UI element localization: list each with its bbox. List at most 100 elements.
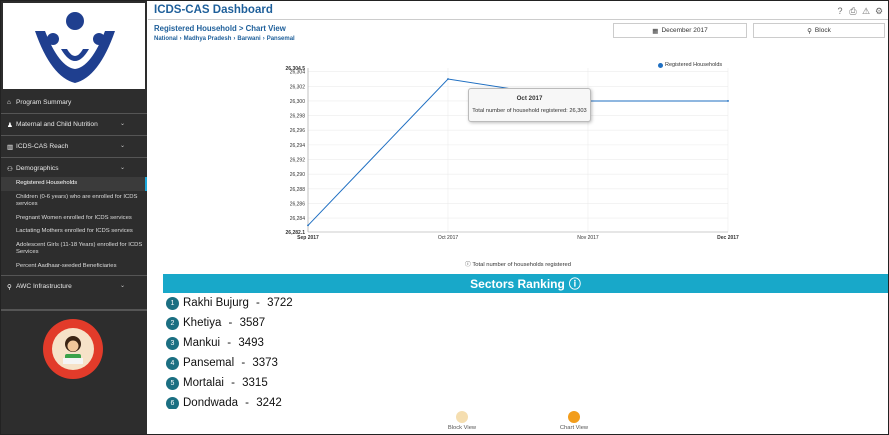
chart-caption-text: Total number of households registered <box>472 262 571 268</box>
chart-view-label: Chart View <box>559 425 589 431</box>
chart-view-toggle[interactable]: Chart View <box>544 411 604 431</box>
rank-separator: - <box>241 397 253 409</box>
y-tick-label: 26,288 <box>290 187 306 193</box>
data-point <box>447 78 449 80</box>
chevron-right-icon: › <box>233 36 236 42</box>
data-point <box>307 224 309 227</box>
sidebar-item-label: Program Summary <box>16 99 72 106</box>
sector-value: 3722 <box>267 297 293 309</box>
ranking-list[interactable]: 1 Rakhi Bujurg - 3722 2 Khetiya - 3587 3… <box>163 293 888 409</box>
page-title: Registered Household > Chart View <box>154 24 286 33</box>
sector-name: Pansemal <box>183 357 235 369</box>
y-tick-label: 26,282.1 <box>286 230 306 236</box>
list-item: 6 Dondwada - 3242 <box>163 393 888 409</box>
sector-name: Dondwada <box>183 397 238 409</box>
divider <box>1 113 147 114</box>
line-chart: 26,304.5 26,304 26,302 26,300 26,298 26,296 26… <box>148 56 888 271</box>
chevron-down-icon: ⌄ <box>119 283 125 289</box>
rank-separator: - <box>238 357 249 369</box>
sidebar-subitem-aadhaar-seeded[interactable]: Percent Aadhaar-seeded Beneficiaries <box>16 262 117 269</box>
sector-value: 3242 <box>256 397 282 409</box>
y-tick-label: 26,298 <box>290 114 306 120</box>
sidebar-subitem-lactating-mothers[interactable]: Lactating Mothers enrolled for ICDS serv… <box>16 228 133 234</box>
chart-caption: ⓘ Total number of households registered <box>148 259 888 268</box>
chart-view-dot <box>568 411 580 423</box>
divider <box>1 275 147 276</box>
location-filter-button[interactable]: ⚲ Block <box>753 23 885 38</box>
breadcrumb-national[interactable]: National <box>154 36 178 42</box>
sector-name: Mortalai <box>183 377 224 389</box>
info-icon: ⓘ <box>465 262 471 268</box>
sector-name: Rakhi Bujurg <box>183 297 249 309</box>
sector-name: Mankui <box>183 337 221 349</box>
sidebar-subitem-pregnant-women[interactable]: Pregnant Women enrolled for ICDS service… <box>16 214 132 221</box>
month-filter-label: December 2017 <box>661 27 708 34</box>
list-item: 4 Pansemal - 3373 <box>163 353 888 373</box>
rank-badge: 6 <box>166 396 179 409</box>
sidebar-item-demographics[interactable]: ⚇ Demographics ⌄ <box>1 160 147 177</box>
sector-value: 3587 <box>239 317 266 329</box>
sidebar-item-label: Demographics <box>16 165 59 172</box>
breadcrumb-district[interactable]: Barwani <box>237 36 261 42</box>
users-icon: ⚇ <box>7 165 13 173</box>
sidebar-item-maternal-child-nutrition[interactable]: ♟ Maternal and Child Nutrition ⌄ <box>1 116 147 133</box>
ranking-header: Sectors Ranking ⓘ <box>163 274 888 293</box>
list-item: 2 Khetiya - 3587 <box>163 313 888 333</box>
sidebar-item-label: Maternal and Child Nutrition <box>16 121 98 128</box>
x-tick-label: Dec 2017 <box>717 235 739 241</box>
divider <box>1 135 147 136</box>
sidebar-subitem-registered-households[interactable]: Registered Households <box>1 177 147 191</box>
home-icon: ⌂ <box>7 99 11 106</box>
tooltip-title: Oct 2017 <box>516 95 543 102</box>
y-tick-label: 26,296 <box>290 128 306 134</box>
sector-value: 3493 <box>238 337 264 349</box>
y-tick-label: 26,304.5 <box>286 66 306 72</box>
toolbar: ? ⎙ ⚠ ⚙ <box>835 6 884 16</box>
block-view-dot <box>456 411 468 423</box>
divider <box>148 19 888 20</box>
page-title-view: Chart View <box>245 24 286 33</box>
help-icon[interactable]: ? <box>837 6 843 16</box>
list-item: 5 Mortalai - 3315 <box>163 373 888 393</box>
y-tick-label: 26,290 <box>290 172 306 178</box>
map-marker-icon: ⚲ <box>807 27 812 35</box>
data-point <box>727 100 729 102</box>
x-tick-label: Sep 2017 <box>297 235 319 241</box>
sidebar-item-label: ICDS-CAS Reach <box>16 143 69 150</box>
legend-swatch <box>658 62 663 68</box>
sidebar: ⌂ Program Summary ♟ Maternal and Child N… <box>1 1 147 434</box>
rank-separator: - <box>225 317 236 329</box>
sidebar-subitem-adolescent-girls[interactable]: Adolescent Girls (11-18 Years) enrolled … <box>16 241 143 256</box>
list-item: 3 Mankui - 3493 <box>163 333 888 353</box>
block-view-toggle[interactable]: Block View <box>432 411 492 431</box>
warning-icon[interactable]: ⚠ <box>861 6 871 16</box>
main-content: ICDS-CAS Dashboard ? ⎙ ⚠ ⚙ Registered Ho… <box>148 1 888 434</box>
breadcrumb-block[interactable]: Pansemal <box>266 36 295 42</box>
sidebar-subitem-children[interactable]: Children (0-6 years) who are enrolled fo… <box>16 193 138 208</box>
chart-legend[interactable]: Registered Households <box>658 62 722 68</box>
y-tick-label: 26,292 <box>290 158 306 164</box>
anganwadi-logo <box>1 309 147 434</box>
info-icon[interactable]: ⓘ <box>568 277 581 291</box>
y-tick-label: 26,300 <box>290 99 306 105</box>
chart-canvas: 26,304.526,304 26,302 26,300 26,298 26,296 26… <box>286 66 740 241</box>
print-icon[interactable]: ⎙ <box>849 6 857 16</box>
tooltip-text: Total number of household registered: 26… <box>472 108 587 114</box>
block-view-label: Block View <box>447 425 477 431</box>
list-item: 1 Rakhi Bujurg - 3722 <box>163 293 888 313</box>
page-title-separator: > <box>238 24 244 33</box>
sidebar-nav: ⌂ Program Summary ♟ Maternal and Child N… <box>1 94 147 295</box>
sector-name: Khetiya <box>183 317 222 329</box>
bar-chart-icon: ▥ <box>7 143 14 151</box>
sidebar-item-program-summary[interactable]: ⌂ Program Summary <box>1 94 147 111</box>
rank-badge: 5 <box>166 376 179 390</box>
breadcrumb: National › Madhya Pradesh › Barwani › Pa… <box>154 36 295 42</box>
sidebar-item-icds-cas-reach[interactable]: ▥ ICDS-CAS Reach ⌄ <box>1 138 147 155</box>
month-filter-button[interactable]: ▦ December 2017 <box>613 23 747 38</box>
ranking-title: Sectors Ranking <box>470 276 565 291</box>
sidebar-item-awc-infrastructure[interactable]: ⚲ AWC Infrastructure ⌄ <box>1 278 147 295</box>
gear-icon[interactable]: ⚙ <box>874 6 884 16</box>
rank-separator: - <box>224 337 235 349</box>
breadcrumb-state[interactable]: Madhya Pradesh <box>183 36 232 42</box>
rank-badge: 2 <box>166 316 179 330</box>
